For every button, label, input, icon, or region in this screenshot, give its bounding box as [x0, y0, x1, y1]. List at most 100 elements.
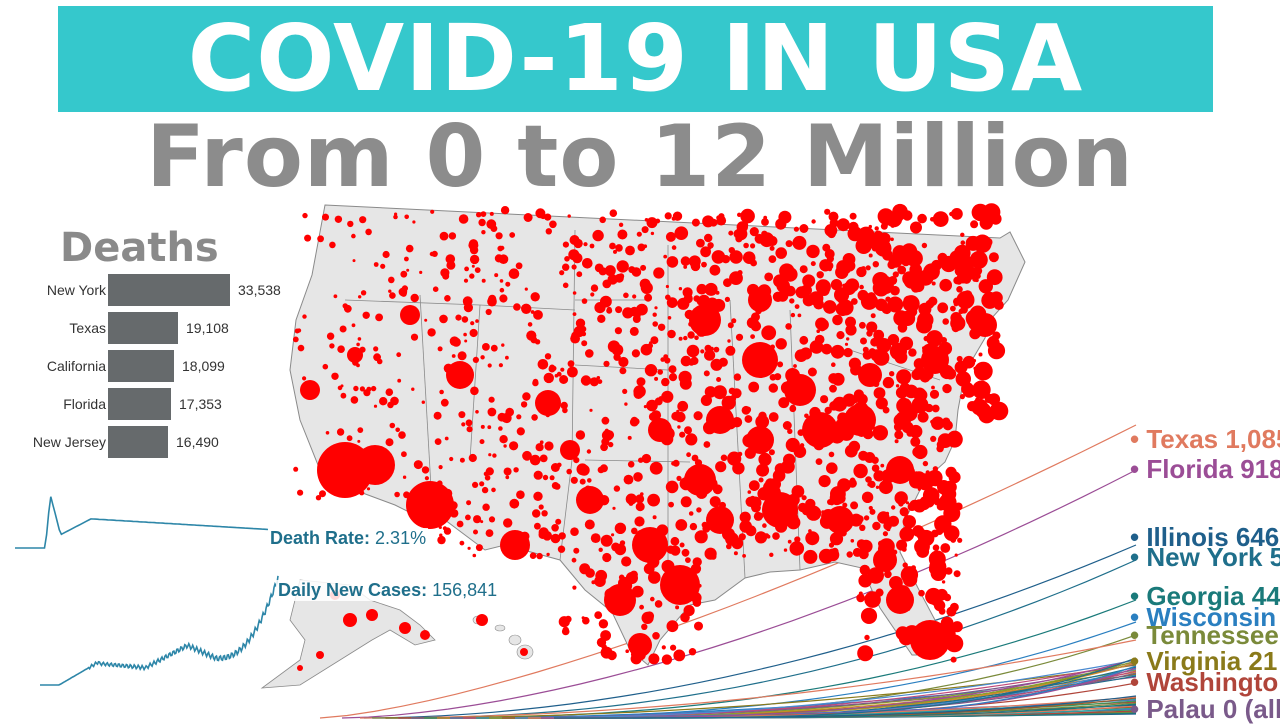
case-bubble — [846, 337, 850, 341]
case-bubble — [956, 291, 975, 309]
case-bubble — [871, 464, 880, 473]
case-bubble — [955, 278, 963, 285]
case-bubble — [875, 485, 880, 489]
case-bubble — [965, 235, 981, 251]
case-bubble — [845, 278, 860, 293]
case-bubble — [858, 363, 882, 387]
case-bubble — [300, 380, 320, 400]
case-bubble — [472, 481, 479, 488]
case-bubble — [520, 648, 528, 656]
case-bubble — [887, 296, 904, 313]
case-bubble — [475, 544, 483, 552]
case-bubble — [614, 522, 627, 534]
case-bubble — [932, 211, 949, 228]
case-bubble — [865, 265, 871, 271]
case-bubble — [704, 233, 713, 243]
case-bubble — [596, 637, 607, 648]
case-bubble — [564, 615, 572, 623]
case-bubble — [758, 477, 764, 483]
case-bubble — [769, 552, 774, 557]
case-bubble — [570, 476, 578, 484]
case-bubble — [480, 520, 484, 524]
case-bubble — [713, 346, 720, 353]
case-bubble — [984, 393, 995, 404]
case-bubble — [866, 292, 877, 302]
case-bubble — [988, 252, 999, 263]
case-bubble — [943, 480, 957, 494]
case-bubble — [790, 404, 796, 410]
case-bubble — [557, 462, 562, 468]
case-bubble — [831, 547, 839, 556]
case-bubble — [521, 303, 532, 314]
case-bubble — [458, 214, 469, 224]
case-bubble — [643, 405, 648, 409]
case-bubble — [644, 293, 653, 302]
case-bubble — [668, 501, 674, 508]
case-bubble — [515, 262, 523, 270]
case-bubble — [549, 220, 557, 229]
case-bubble — [478, 218, 486, 227]
case-bubble — [731, 417, 743, 428]
case-bubble — [858, 591, 863, 596]
case-bubble — [503, 467, 512, 476]
case-bubble — [749, 227, 759, 237]
case-bubble — [910, 221, 922, 234]
case-bubble — [831, 372, 845, 386]
case-bubble — [743, 242, 749, 249]
case-bubble — [876, 338, 892, 353]
case-bubble — [542, 531, 552, 541]
case-bubble — [559, 270, 565, 276]
case-bubble — [692, 557, 702, 567]
case-bubble — [643, 563, 655, 575]
case-bubble — [340, 392, 347, 399]
case-bubble — [696, 238, 705, 248]
case-bubble — [978, 279, 993, 294]
case-bubble — [818, 323, 827, 332]
case-bubble — [810, 261, 816, 267]
case-bubble — [744, 415, 753, 423]
case-bubble — [503, 518, 513, 528]
case-bubble — [667, 316, 672, 320]
case-bubble — [932, 544, 940, 551]
case-bubble — [465, 514, 471, 521]
case-bubble — [667, 329, 676, 339]
case-bubble — [632, 294, 637, 299]
case-bubble — [488, 396, 495, 403]
case-bubble — [748, 381, 760, 393]
case-bubble — [922, 269, 933, 280]
case-bubble — [803, 549, 818, 564]
case-bubble — [956, 286, 963, 293]
state-line-label: • Tennessee — [1130, 620, 1279, 650]
case-bubble — [859, 564, 870, 576]
case-bubble — [710, 553, 717, 560]
deaths-bar-row: Florida 17,353 — [0, 386, 300, 422]
case-bubble — [885, 511, 890, 516]
case-bubble — [542, 474, 549, 481]
case-bubble — [842, 502, 848, 508]
case-bubble — [954, 244, 971, 262]
case-bubble — [892, 203, 908, 220]
case-bubble — [793, 364, 797, 368]
case-bubble — [844, 404, 876, 436]
case-bubble — [727, 339, 731, 343]
case-bubble — [716, 377, 722, 382]
case-bubble — [670, 644, 677, 651]
case-bubble — [647, 493, 660, 507]
case-bubble — [894, 491, 908, 505]
case-bubble — [815, 458, 823, 465]
case-bubble — [622, 307, 634, 319]
case-bubble — [903, 295, 914, 306]
case-bubble — [763, 215, 768, 220]
case-bubble — [775, 338, 787, 350]
case-bubble — [806, 505, 822, 521]
case-bubble — [853, 463, 868, 479]
case-bubble — [979, 216, 993, 230]
case-bubble — [404, 256, 409, 262]
case-bubble — [793, 520, 800, 527]
case-bubble — [680, 372, 684, 376]
case-bubble — [529, 552, 537, 559]
case-bubble — [404, 214, 410, 220]
case-bubble — [859, 284, 864, 290]
case-bubble — [564, 255, 570, 262]
case-bubble — [463, 303, 473, 313]
